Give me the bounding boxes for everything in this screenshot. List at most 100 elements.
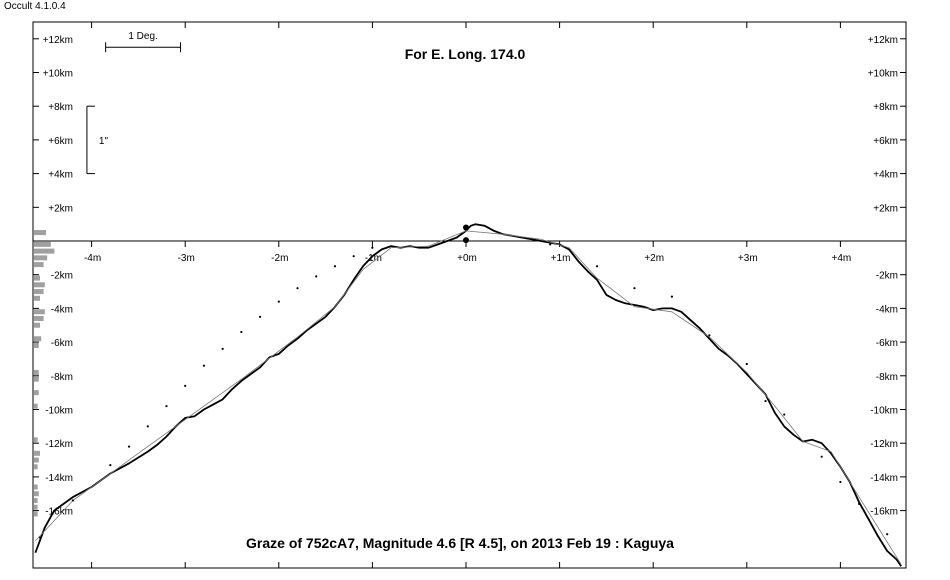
histogram-bar: [34, 336, 42, 342]
histogram-bar: [34, 511, 38, 517]
limb-dot: [184, 384, 187, 388]
limb-dot: [549, 243, 552, 246]
x-tick-label: -1m: [365, 253, 382, 264]
limb-dot: [258, 315, 262, 318]
arcsec-scale-label: 1": [99, 136, 109, 147]
app-title: Occult 4.1.0.4: [4, 1, 66, 12]
y-tick-label-right: +10km: [868, 69, 898, 80]
x-tick-label: -2m: [271, 253, 288, 264]
y-tick-label-right: -10km: [870, 406, 898, 417]
limb-dot: [127, 445, 131, 448]
y-tick-label-right: -2km: [876, 271, 898, 282]
histogram-bar: [34, 504, 38, 510]
histogram-bar: [34, 316, 44, 322]
chart-title: Graze of 752cA7, Magnitude 4.6 [R 4.5], …: [246, 535, 674, 551]
x-tick-label: +3m: [738, 253, 758, 264]
x-tick-label: +1m: [551, 253, 571, 264]
mean-limb-line: [35, 230, 902, 565]
histogram-bar: [34, 230, 46, 236]
degree-scale-label: 1 Deg.: [128, 31, 157, 42]
y-tick-label-right: +6km: [873, 136, 898, 147]
histogram-bar: [34, 457, 39, 463]
histogram-bar: [34, 369, 39, 375]
limb-dot: [221, 347, 224, 350]
limb-dot: [839, 480, 842, 484]
y-tick-label-right: -4km: [876, 304, 898, 315]
limb-dot: [202, 364, 206, 367]
histogram-bar: [34, 403, 38, 409]
y-tick-label-right: -12km: [870, 439, 898, 450]
limb-dot: [146, 425, 149, 428]
limb-dot: [764, 399, 767, 403]
limb-profile-line: [34, 223, 902, 567]
limb-dot: [39, 536, 42, 539]
limb-dot: [820, 455, 823, 458]
limb-dot: [745, 362, 748, 366]
limb-dot: [315, 275, 318, 278]
histogram-bar: [34, 322, 40, 328]
y-tick-label-left: +12km: [43, 35, 73, 46]
y-tick-label-right: -6km: [876, 338, 898, 349]
y-tick-label-left: +8km: [48, 102, 73, 113]
axes: -4m -3m -2m -1m +0m +1m +2m +3m +4m +12km +12km +10…: [33, 22, 906, 568]
limb-dot: [109, 464, 112, 467]
histogram-bar: [34, 497, 38, 503]
histogram-bar: [34, 437, 38, 443]
y-tick-label-left: -2km: [51, 271, 73, 282]
y-tick-label-left: +6km: [48, 136, 73, 147]
y-tick-label-left: -16km: [45, 507, 73, 518]
histogram-bar: [34, 376, 39, 382]
histogram-bar: [34, 484, 38, 490]
histogram-bar: [34, 309, 45, 315]
limb-dot: [165, 405, 168, 408]
star-marker: [463, 237, 469, 244]
histogram-bar: [34, 275, 40, 281]
limb-dot: [333, 265, 337, 268]
y-tick-label-right: +2km: [873, 203, 898, 214]
x-tick-label: +2m: [644, 253, 664, 264]
histogram-bar: [34, 241, 51, 247]
star-marker: [463, 224, 469, 231]
limb-dot: [240, 330, 243, 334]
x-tick-label: +4m: [832, 253, 852, 264]
y-tick-label-right: +8km: [873, 102, 898, 113]
y-tick-label-right: +4km: [873, 170, 898, 181]
histogram-bar: [34, 464, 38, 470]
plot-frame: [32, 21, 907, 569]
y-tick-label-left: -6km: [51, 338, 73, 349]
y-tick-label-right: -8km: [876, 372, 898, 383]
limb-dot: [277, 300, 280, 303]
limb-dot: [633, 287, 636, 290]
y-tick-label-left: -14km: [45, 473, 73, 484]
y-tick-label-left: +10km: [43, 69, 73, 80]
limb-dot: [670, 295, 674, 298]
histogram-bar: [34, 390, 39, 396]
limb-dot: [886, 533, 889, 536]
histogram-bar: [34, 248, 55, 254]
limb-dot: [71, 499, 74, 502]
histogram-bar: [34, 262, 44, 268]
y-tick-label-right: +12km: [868, 35, 898, 46]
histogram-bar: [34, 295, 40, 301]
x-tick-label: +0m: [457, 253, 477, 264]
y-tick-label-left: -8km: [51, 372, 73, 383]
limb-dot: [858, 502, 861, 505]
y-tick-label-right: -16km: [870, 507, 898, 518]
limb-dot: [783, 413, 786, 416]
series-layer: [34, 223, 902, 567]
chart-subtitle: For E. Long. 174.0: [405, 46, 526, 62]
y-tick-label-left: -12km: [45, 439, 73, 450]
histogram-bar: [34, 282, 45, 288]
limb-dot: [352, 255, 355, 258]
limb-dot: [708, 334, 711, 337]
limb-dot: [296, 287, 299, 290]
y-tick-label-left: +4km: [48, 170, 73, 181]
histogram-bar: [34, 289, 44, 295]
histogram-bar: [34, 450, 40, 456]
scale-bars: 1 Deg. 1": [86, 31, 182, 175]
histogram-bar: [34, 342, 39, 348]
limb-dot: [371, 246, 374, 249]
x-tick-label: -4m: [84, 253, 101, 264]
y-tick-label-left: -4km: [51, 304, 73, 315]
